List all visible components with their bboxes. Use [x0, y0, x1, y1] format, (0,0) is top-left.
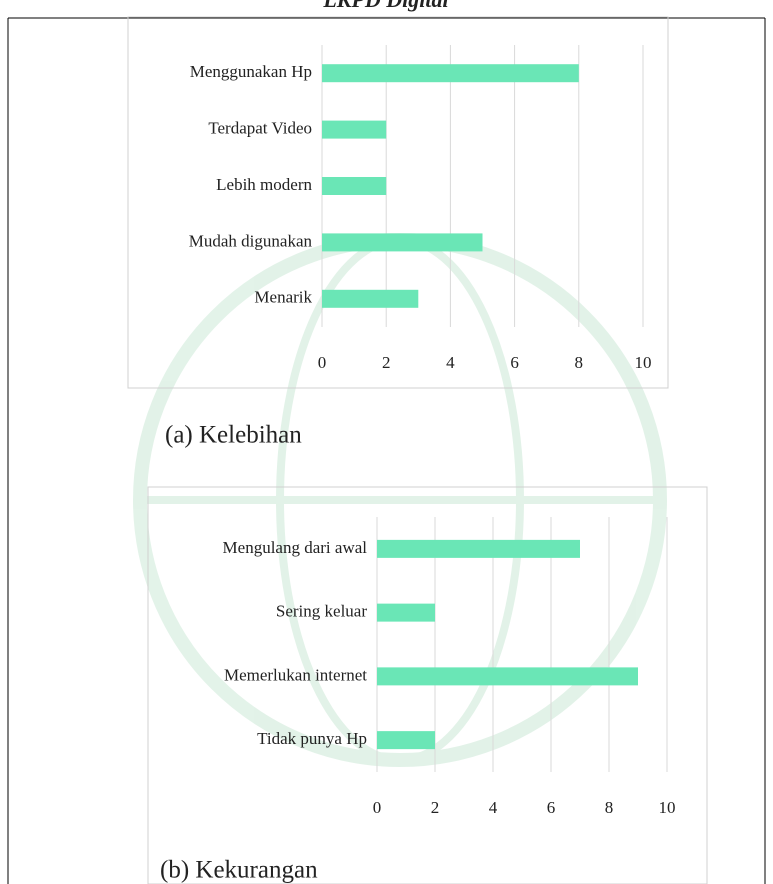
y-tick-label: Mudah digunakan — [189, 231, 313, 250]
caption: (a) Kelebihan — [165, 422, 302, 449]
y-tick-label: Lebih modern — [216, 175, 312, 194]
bar — [377, 604, 435, 622]
y-tick-label: Sering keluar — [276, 602, 367, 621]
bar — [322, 177, 386, 195]
x-tick-label: 4 — [446, 353, 455, 372]
x-tick-label: 0 — [318, 353, 327, 372]
bar — [377, 731, 435, 749]
x-tick-label: 10 — [635, 353, 652, 372]
bar — [377, 667, 638, 685]
y-tick-label: Tidak punya Hp — [257, 729, 367, 748]
x-tick-label: 10 — [659, 798, 676, 817]
y-tick-label: Terdapat Video — [208, 119, 312, 138]
bar — [322, 121, 386, 139]
x-tick-label: 2 — [382, 353, 391, 372]
caption: (b) Kekurangan — [160, 857, 318, 884]
bar — [322, 290, 418, 308]
bar — [322, 233, 483, 251]
bar — [377, 540, 580, 558]
y-tick-label: Mengulang dari awal — [223, 538, 368, 557]
x-tick-label: 2 — [431, 798, 440, 817]
x-tick-label: 0 — [373, 798, 382, 817]
heading: LKPD Digital — [322, 0, 449, 12]
x-tick-label: 8 — [605, 798, 614, 817]
x-tick-label: 6 — [510, 353, 519, 372]
page: LKPD Digital 0 2 4 6 8 10 Menggunakan Hp Terdap… — [0, 0, 773, 884]
x-tick-label: 8 — [575, 353, 584, 372]
x-tick-label: 4 — [489, 798, 498, 817]
y-tick-label: Memerlukan internet — [224, 665, 367, 684]
bar — [322, 64, 579, 82]
document: LKPD Digital 0 2 4 6 8 10 Menggunakan Hp Terdap… — [0, 0, 773, 884]
x-tick-label: 6 — [547, 798, 556, 817]
y-tick-label: Menggunakan Hp — [190, 62, 312, 81]
y-tick-label: Menarik — [254, 288, 312, 307]
